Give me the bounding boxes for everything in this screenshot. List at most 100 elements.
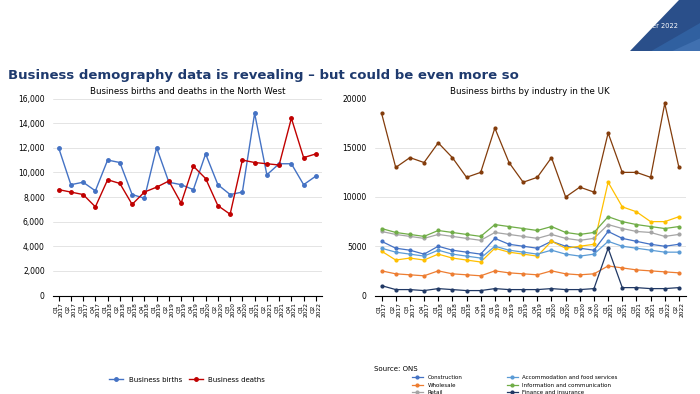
Business births (140, 196, 148, 201)
Finance and insurance (547, 286, 556, 291)
Construction (675, 242, 683, 247)
Accommodation and food services (505, 248, 513, 253)
Finance and insurance (477, 288, 485, 293)
Wholesale (519, 271, 527, 276)
Polygon shape (651, 23, 700, 51)
Professional, scientific and technical activities (604, 131, 612, 136)
Finance and insurance (646, 286, 654, 291)
Retail (575, 238, 584, 243)
Business births (251, 111, 259, 116)
Business deaths (79, 192, 88, 197)
Professional, scientific and technical activities (434, 141, 442, 145)
Construction (448, 248, 456, 253)
Professional, scientific and technical activities (547, 155, 556, 160)
Business births (66, 182, 75, 187)
Accommodation and food services (491, 244, 499, 249)
Wholesale (420, 273, 428, 278)
Finance and insurance (491, 286, 499, 291)
Line: Business deaths: Business deaths (57, 117, 318, 216)
Retail (462, 236, 470, 241)
Business births (238, 190, 246, 195)
Retail (377, 229, 386, 234)
Finance and insurance (377, 283, 386, 288)
Information and communication (477, 234, 485, 239)
Accommodation and food services (462, 254, 470, 258)
Wholesale (477, 273, 485, 278)
Business deaths (275, 163, 284, 167)
Business deaths (153, 185, 161, 190)
Business births (287, 162, 295, 166)
Business births (128, 192, 136, 197)
Finance and insurance (604, 246, 612, 251)
Professional, scientific and technical activities (646, 175, 654, 180)
Construction (547, 239, 556, 243)
Information and communication (618, 219, 626, 224)
Title: Business births by industry in the UK: Business births by industry in the UK (450, 87, 610, 97)
Transportation and storage (462, 258, 470, 262)
Polygon shape (630, 0, 700, 51)
Business births (275, 162, 284, 166)
Information and communication (661, 226, 669, 231)
Accommodation and food services (420, 254, 428, 258)
Accommodation and food services (406, 252, 414, 256)
Business deaths (287, 116, 295, 121)
Retail (661, 234, 669, 239)
Construction (646, 242, 654, 247)
Transportation and storage (505, 250, 513, 255)
Information and communication (491, 222, 499, 227)
Transportation and storage (661, 219, 669, 224)
Finance and insurance (675, 285, 683, 290)
Retail (590, 236, 598, 241)
Retail (491, 230, 499, 235)
Retail (505, 232, 513, 237)
Line: Business births: Business births (57, 112, 318, 200)
Accommodation and food services (547, 248, 556, 253)
Business births (177, 182, 186, 187)
Business deaths (251, 160, 259, 165)
Business deaths (104, 177, 112, 182)
Construction (505, 242, 513, 247)
Finance and insurance (575, 287, 584, 292)
Transportation and storage (646, 219, 654, 224)
Professional, scientific and technical activities (477, 170, 485, 175)
Business deaths (189, 164, 197, 169)
Business births (79, 180, 88, 184)
Information and communication (590, 230, 598, 235)
Information and communication (448, 230, 456, 235)
Accommodation and food services (646, 248, 654, 253)
Wholesale (462, 273, 470, 277)
Retail (618, 226, 626, 231)
Construction (434, 244, 442, 249)
Business births (189, 187, 197, 192)
Professional, scientific and technical activities (519, 180, 527, 184)
Finance and insurance (406, 287, 414, 292)
Retail (547, 232, 556, 237)
Retail (477, 238, 485, 243)
Finance and insurance (505, 287, 513, 292)
Business deaths (140, 190, 148, 195)
Line: Retail: Retail (380, 223, 680, 242)
Accommodation and food services (377, 246, 386, 251)
Professional, scientific and technical activities (505, 160, 513, 165)
Information and communication (561, 230, 570, 235)
Construction (391, 246, 400, 251)
Transportation and storage (590, 242, 598, 247)
Business births (116, 160, 124, 165)
Transportation and storage (604, 180, 612, 184)
Wholesale (590, 271, 598, 276)
Business deaths (300, 155, 308, 160)
Line: Transportation and storage: Transportation and storage (380, 181, 680, 264)
Line: Information and communication: Information and communication (380, 215, 680, 238)
Accommodation and food services (434, 248, 442, 253)
Information and communication (575, 232, 584, 237)
Accommodation and food services (604, 239, 612, 243)
Professional, scientific and technical activities (462, 175, 470, 180)
Line: Accommodation and food services: Accommodation and food services (380, 240, 680, 260)
Wholesale (561, 271, 570, 276)
Finance and insurance (533, 287, 542, 292)
Title: Business births and deaths in the North West: Business births and deaths in the North … (90, 87, 285, 97)
Business deaths (202, 176, 210, 181)
Business deaths (312, 152, 320, 156)
Information and communication (675, 224, 683, 229)
Retail (448, 234, 456, 239)
